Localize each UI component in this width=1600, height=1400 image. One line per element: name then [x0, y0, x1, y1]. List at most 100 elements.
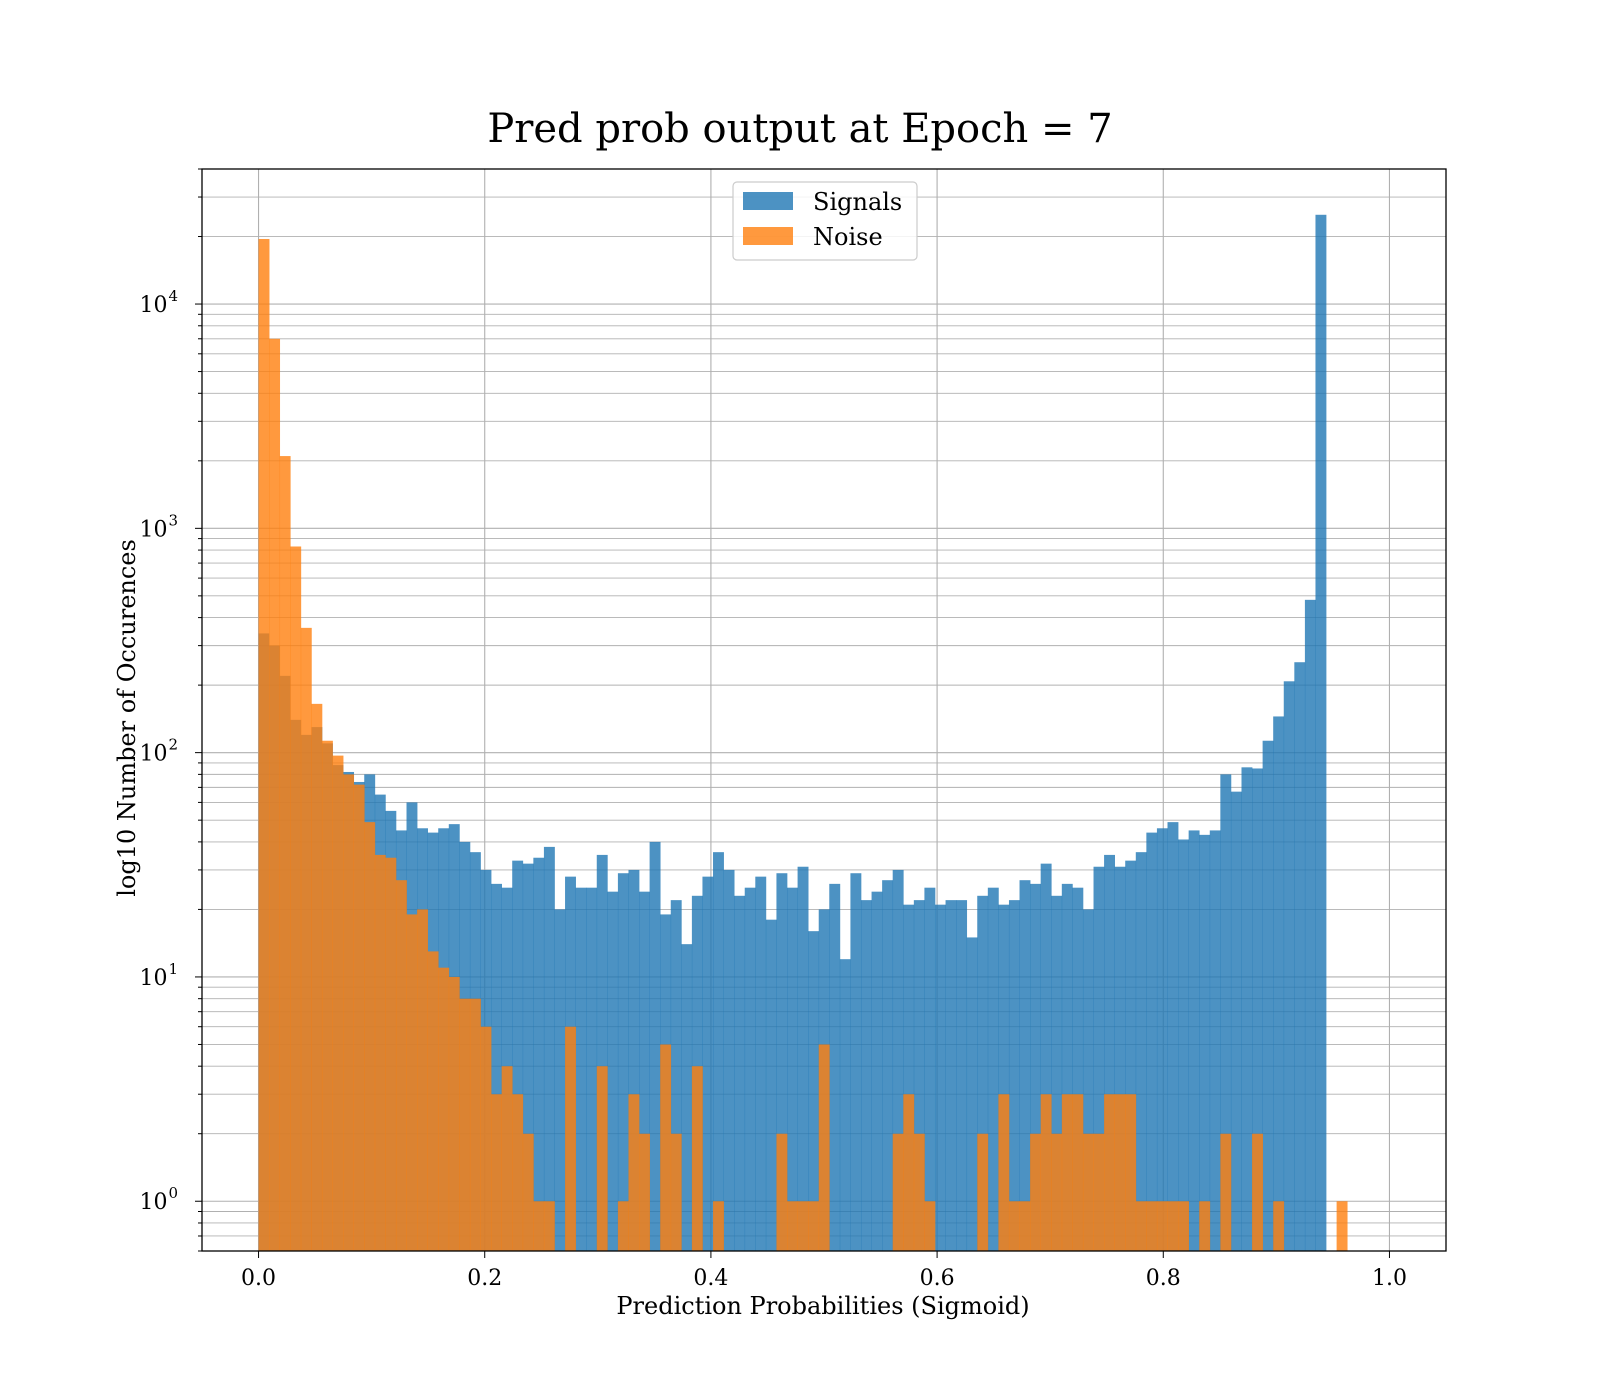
- bar-signals: [628, 869, 640, 1251]
- bar-signals: [1252, 768, 1263, 1251]
- bar-signals: [1008, 900, 1020, 1251]
- bar-noise: [913, 1133, 925, 1251]
- bar-noise: [279, 456, 291, 1251]
- bar-noise: [776, 1133, 788, 1251]
- bar-signals: [723, 869, 735, 1251]
- bar-signals: [512, 860, 524, 1251]
- bar-signals: [554, 909, 566, 1251]
- bar-signals: [1199, 834, 1211, 1251]
- bar-noise: [385, 857, 397, 1251]
- bar-signals: [850, 873, 862, 1251]
- bar-signals: [533, 857, 545, 1251]
- bar-signals: [681, 944, 693, 1251]
- bar-noise: [1135, 1201, 1147, 1251]
- bar-signals: [586, 887, 598, 1251]
- bar-signals: [1093, 866, 1105, 1251]
- bar-signals: [522, 863, 534, 1251]
- bar-noise: [1114, 1094, 1126, 1251]
- bar-signals: [839, 959, 851, 1251]
- bar-signals: [998, 904, 1010, 1251]
- bar-signals: [639, 891, 650, 1251]
- y-tick-label: 102: [139, 736, 178, 767]
- bar-noise: [797, 1201, 809, 1251]
- bar-signals: [1040, 863, 1052, 1251]
- bar-signals: [892, 869, 904, 1251]
- bar-signals: [1156, 828, 1168, 1251]
- bar-noise: [1125, 1094, 1137, 1251]
- bar-noise: [787, 1201, 798, 1251]
- bar-noise: [639, 1133, 650, 1251]
- bar-noise: [448, 976, 460, 1251]
- bar-signals: [956, 900, 968, 1251]
- plot-area: [201, 168, 1447, 1252]
- bar-noise: [808, 1201, 820, 1251]
- series-noise: [258, 238, 1348, 1252]
- bar-noise: [1082, 1133, 1094, 1251]
- bar-noise: [1336, 1201, 1348, 1251]
- bar-signals: [1283, 681, 1295, 1251]
- chart-title: Pred prob output at Epoch = 7: [487, 106, 1112, 152]
- bar-signals: [1114, 866, 1126, 1251]
- bar-signals: [903, 904, 915, 1251]
- bar-signals: [860, 900, 872, 1251]
- x-tick-label: 0.6: [920, 1266, 955, 1291]
- bar-noise: [417, 909, 428, 1251]
- bar-signals: [1220, 774, 1232, 1251]
- bar-noise: [459, 998, 471, 1251]
- bar-signals: [776, 873, 788, 1251]
- bar-noise: [565, 1026, 576, 1251]
- plot-frame: [201, 168, 1447, 1252]
- bar-noise: [480, 1026, 492, 1251]
- y-axis-label: log10 Number of Occurences: [113, 539, 141, 897]
- legend-label-noise: Noise: [813, 223, 883, 251]
- bar-noise: [522, 1133, 534, 1251]
- bar-noise: [501, 1066, 513, 1251]
- bar-signals: [649, 841, 661, 1251]
- x-tick-label: 1.0: [1372, 1266, 1407, 1291]
- bar-signals: [1315, 214, 1327, 1251]
- bar-noise: [533, 1201, 545, 1251]
- bar-signals: [1167, 822, 1179, 1251]
- bar-noise: [343, 774, 355, 1251]
- bar-signals: [977, 895, 989, 1251]
- bar-noise: [892, 1133, 904, 1251]
- bar-signals: [1241, 767, 1253, 1251]
- bar-noise: [1167, 1201, 1179, 1251]
- bar-noise: [1061, 1094, 1073, 1251]
- bar-signals: [543, 846, 555, 1251]
- bar-noise: [1072, 1094, 1084, 1251]
- bar-noise: [406, 914, 418, 1251]
- bar-noise: [332, 755, 344, 1251]
- bar-noise: [1093, 1133, 1105, 1251]
- bar-signals: [871, 891, 883, 1251]
- bar-signals: [1019, 880, 1031, 1251]
- legend-swatch-noise: [743, 227, 793, 245]
- bar-signals: [596, 854, 608, 1251]
- bar-noise: [427, 951, 439, 1251]
- bar-noise: [1030, 1133, 1042, 1251]
- bar-noise: [321, 740, 333, 1251]
- legend-swatch-signals: [743, 192, 793, 210]
- bar-noise: [1220, 1133, 1232, 1251]
- bar-noise: [818, 1044, 830, 1251]
- bar-noise: [395, 880, 407, 1251]
- bar-signals: [787, 887, 798, 1251]
- bar-noise: [491, 1094, 502, 1251]
- bar-signals: [1230, 791, 1242, 1251]
- bar-noise: [691, 1066, 703, 1251]
- bar-signals: [1304, 599, 1316, 1251]
- bar-noise: [713, 1201, 724, 1251]
- bar-noise: [353, 784, 365, 1251]
- bar-signals: [966, 937, 978, 1251]
- bar-noise: [660, 1044, 672, 1251]
- x-tick-label: 0.8: [1146, 1266, 1181, 1291]
- bar-noise: [374, 854, 386, 1251]
- x-tick-label: 0.4: [693, 1266, 728, 1291]
- legend: Signals Noise: [732, 181, 918, 261]
- bar-signals: [1104, 854, 1115, 1251]
- bar-signals: [755, 876, 767, 1251]
- bar-noise: [670, 1133, 682, 1251]
- bar-noise: [1178, 1201, 1189, 1251]
- bar-noise: [269, 338, 281, 1251]
- bar-noise: [1156, 1201, 1168, 1251]
